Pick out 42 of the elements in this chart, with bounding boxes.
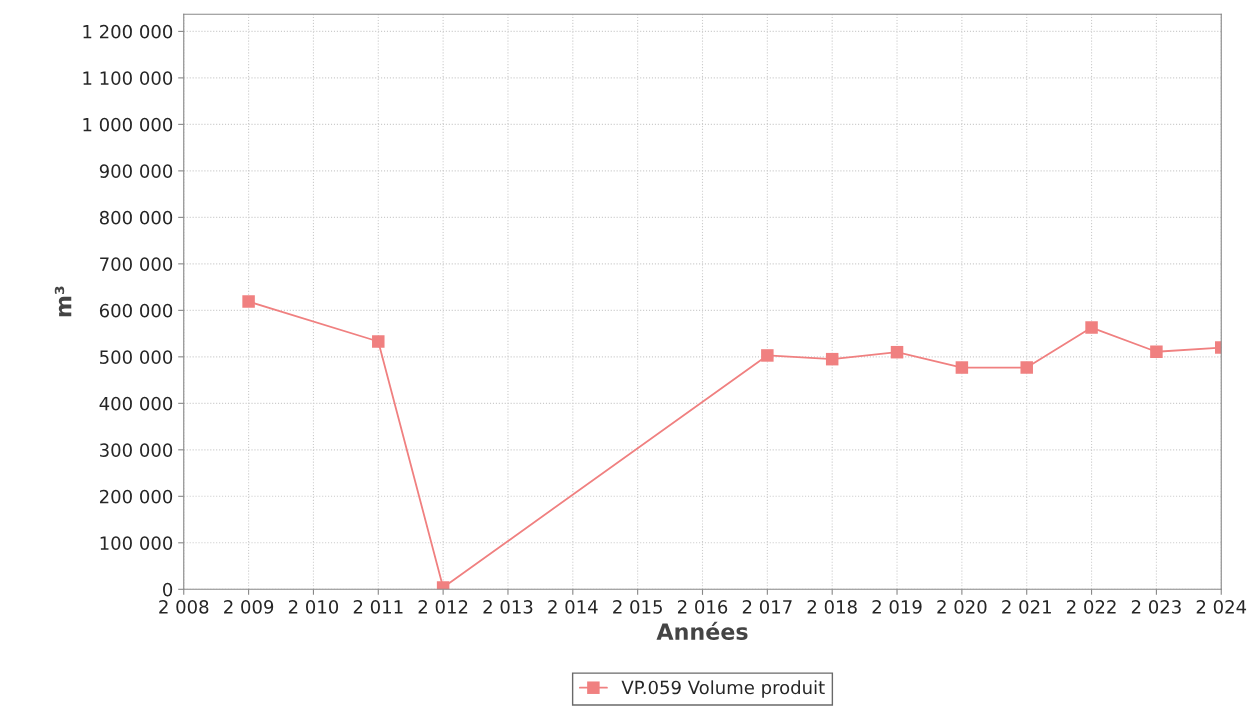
- y-tick-label: 500 000: [100, 350, 173, 364]
- point: [761, 349, 774, 362]
- point: [372, 335, 385, 348]
- x-tick-label: 2 023: [1131, 600, 1181, 614]
- x-tick-label: 2 017: [742, 600, 792, 614]
- x-tick-label: 2 008: [159, 600, 209, 614]
- x-tick-label: 2 011: [353, 600, 403, 614]
- y-axis-title: m³: [54, 286, 72, 317]
- point: [1020, 361, 1033, 374]
- y-tick-label: 200 000: [99, 489, 173, 504]
- y-tick-label: 1 100 000: [83, 71, 173, 86]
- x-tick-label: 2 015: [613, 600, 662, 614]
- y-tick-label: 1 000 000: [83, 117, 173, 132]
- x-axis-title: Années: [656, 621, 748, 640]
- y-tick-label: 800 000: [99, 210, 173, 225]
- point: [890, 345, 904, 359]
- x-tick-label: 2 010: [288, 600, 339, 614]
- x-tick-label: 2 013: [483, 600, 533, 614]
- y-tick-label: 400 000: [99, 396, 173, 411]
- x-tick-label: 2 012: [418, 600, 468, 614]
- x-tick-label: 2 018: [807, 600, 857, 614]
- point: [1150, 345, 1163, 358]
- y-tick-label: 300 000: [100, 443, 173, 457]
- x-tick-label: 2 024: [1196, 600, 1247, 614]
- point: [242, 295, 255, 308]
- y-tick-label: 600 000: [99, 303, 173, 318]
- legend-label: VP.059 Volume produit: [621, 680, 825, 698]
- point: [825, 352, 839, 366]
- point: [955, 361, 969, 374]
- y-tick-label: 900 000: [99, 164, 173, 178]
- y-tick-label: 100 000: [100, 536, 173, 550]
- x-tick-label: 2 020: [937, 600, 987, 614]
- x-tick-label: 2 014: [548, 600, 598, 614]
- x-tick-label: 2 016: [677, 600, 728, 614]
- x-tick-label: 2 021: [1002, 600, 1051, 614]
- point: [1085, 321, 1098, 334]
- y-tick-label: 0: [163, 582, 173, 597]
- y-tick-label: 700 000: [100, 257, 173, 271]
- x-tick-label: 2 022: [1067, 600, 1116, 614]
- x-tick-label: 2 019: [872, 600, 922, 614]
- x-tick-label: 2 009: [224, 600, 274, 614]
- y-tick-label: 1 200 000: [83, 24, 173, 39]
